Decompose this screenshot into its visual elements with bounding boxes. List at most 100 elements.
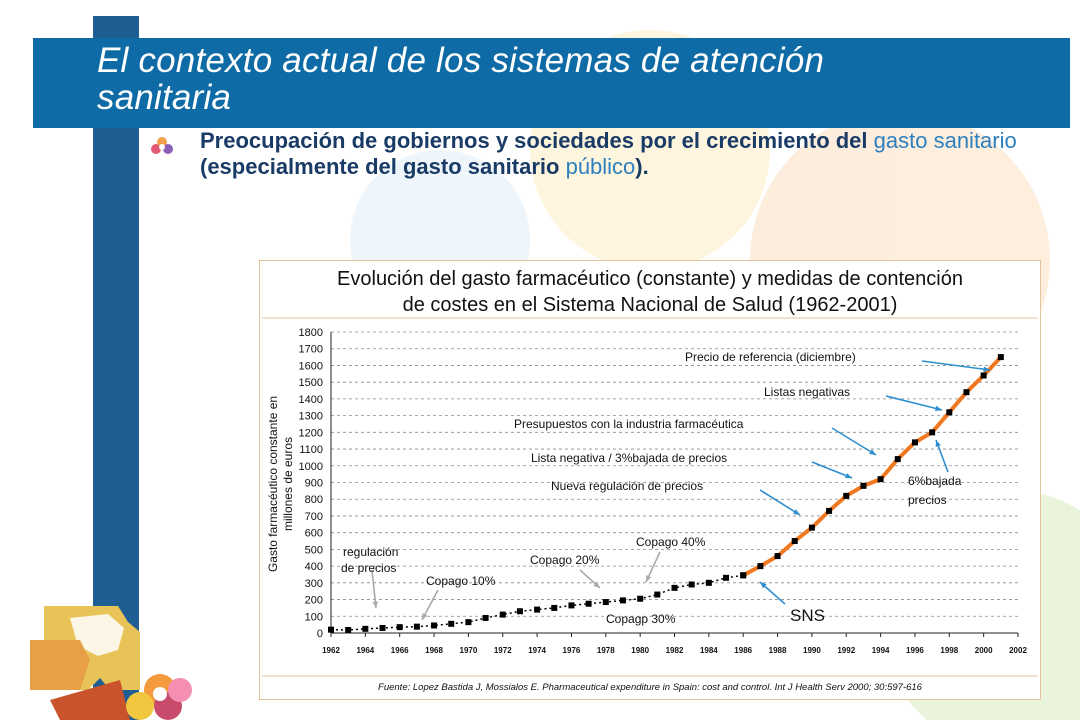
annotation-arrowhead (845, 473, 852, 479)
x-tick-label: 1966 (391, 646, 409, 655)
data-point (688, 581, 695, 588)
annotation-label: Nueva regulación de precios (551, 479, 703, 493)
data-point (379, 624, 386, 631)
annotation-arrowhead (760, 582, 767, 589)
data-point (448, 620, 455, 627)
data-point (705, 579, 712, 586)
data-point (396, 624, 403, 631)
x-tick-label: 1972 (494, 646, 512, 655)
y-axis-label: Gasto farmacéutico constante en (266, 396, 280, 572)
y-tick-label: 100 (305, 611, 323, 623)
annotation-arrowhead (793, 509, 800, 515)
x-tick-label: 2002 (1009, 646, 1027, 655)
data-point (619, 597, 626, 604)
data-point (534, 606, 541, 613)
x-tick-label: 1976 (563, 646, 581, 655)
y-tick-label: 900 (305, 478, 323, 490)
y-tick-label: 1000 (299, 461, 323, 473)
bullet-text-1: Preocupación de gobiernos y sociedades p… (200, 128, 874, 153)
x-tick-label: 1970 (460, 646, 478, 655)
data-point (516, 608, 523, 615)
data-point (431, 622, 438, 629)
puzzle-decoration-icon (30, 606, 140, 720)
flower-decoration-icon (126, 674, 192, 720)
y-tick-label: 1100 (299, 444, 323, 456)
annotation-arrowhead (372, 601, 379, 608)
data-point (568, 602, 575, 609)
x-tick-label: 1994 (872, 646, 890, 655)
data-point (911, 439, 918, 446)
data-point (465, 619, 472, 626)
data-point (482, 614, 489, 621)
series-line-sns (742, 355, 1003, 578)
x-tick-label: 1980 (631, 646, 649, 655)
annotation-label: Presupuestos con la industria farmacéuti… (514, 417, 744, 431)
x-tick-label: 1990 (803, 646, 821, 655)
y-tick-label: 1300 (299, 411, 323, 423)
data-point (877, 476, 884, 483)
y-tick-label: 400 (305, 561, 323, 573)
data-point (997, 354, 1004, 361)
bullet-text-2: (especialmente del gasto sanitario (200, 154, 566, 179)
chart-title: Evolución del gasto farmacéutico (consta… (262, 266, 1038, 318)
bullet-highlight-1: gasto sanitario (873, 128, 1017, 153)
x-tick-label: 1984 (700, 646, 718, 655)
x-tick-label: 2000 (975, 646, 993, 655)
y-tick-label: 800 (305, 494, 323, 506)
data-point (499, 611, 506, 618)
annotation-label: Copago 40% (636, 535, 706, 549)
y-tick-label: 600 (305, 528, 323, 540)
annotation-arrowhead (935, 440, 941, 447)
annotation-arrow (811, 461, 853, 479)
slide-title-line1: El contexto actual de los sistemas de at… (97, 41, 825, 80)
chart-source: Fuente: Lopez Bastida J, Mossialos E. Ph… (378, 682, 923, 693)
title-band (33, 38, 1070, 128)
chart-frame (259, 260, 1041, 700)
y-tick-label: 1700 (299, 344, 323, 356)
data-point (791, 538, 798, 545)
data-point (808, 524, 815, 531)
x-tick-label: 1996 (906, 646, 924, 655)
data-point (723, 574, 730, 581)
data-point (980, 372, 987, 379)
data-point (946, 409, 953, 416)
bullet-highlight-2: público (565, 154, 636, 179)
chart-title-line1: Evolución del gasto farmacéutico (consta… (337, 268, 963, 290)
x-tick-label: 1998 (940, 646, 958, 655)
bullet-point: Preocupación de gobiernos y sociedades p… (200, 128, 1060, 180)
chart-title-line2: de costes en el Sistema Nacional de Salu… (402, 294, 898, 316)
annotation-label: 6%bajada (908, 474, 962, 488)
annotation-arrowhead (593, 581, 600, 588)
data-point (826, 507, 833, 514)
data-point (894, 456, 901, 463)
data-point (602, 599, 609, 606)
annotation-label: Listas negativas (764, 385, 850, 399)
annotation-label: de precios (341, 561, 396, 575)
annotation-arrowhead (422, 613, 428, 620)
annotation-arrow (831, 427, 877, 456)
x-tick-label: 1964 (356, 646, 374, 655)
y-tick-label: 500 (305, 544, 323, 556)
annotation-label: regulación (343, 545, 398, 559)
y-tick-label: 1400 (299, 394, 323, 406)
annotation-label: Copago 10% (426, 574, 496, 588)
x-tick-label: 1988 (769, 646, 787, 655)
y-tick-label: 1200 (299, 427, 323, 439)
annotation-arrowhead (983, 366, 990, 372)
annotation-arrow (885, 395, 943, 411)
annotation-arrow (759, 489, 801, 516)
annotation-arrowhead (935, 405, 942, 412)
annotation-arrowhead (869, 449, 876, 455)
x-tick-label: 1978 (597, 646, 615, 655)
x-tick-label: 1986 (734, 646, 752, 655)
y-tick-label: 1600 (299, 360, 323, 372)
x-tick-label: 1982 (666, 646, 684, 655)
y-tick-label: 700 (305, 511, 323, 523)
y-tick-label: 1800 (299, 327, 323, 339)
data-point (345, 626, 352, 633)
sidebar-bar (93, 16, 139, 720)
slide-title: El contexto actual de los sistemas de at… (97, 42, 1057, 116)
x-tick-label: 1962 (322, 646, 340, 655)
y-tick-label: 0 (317, 628, 323, 640)
